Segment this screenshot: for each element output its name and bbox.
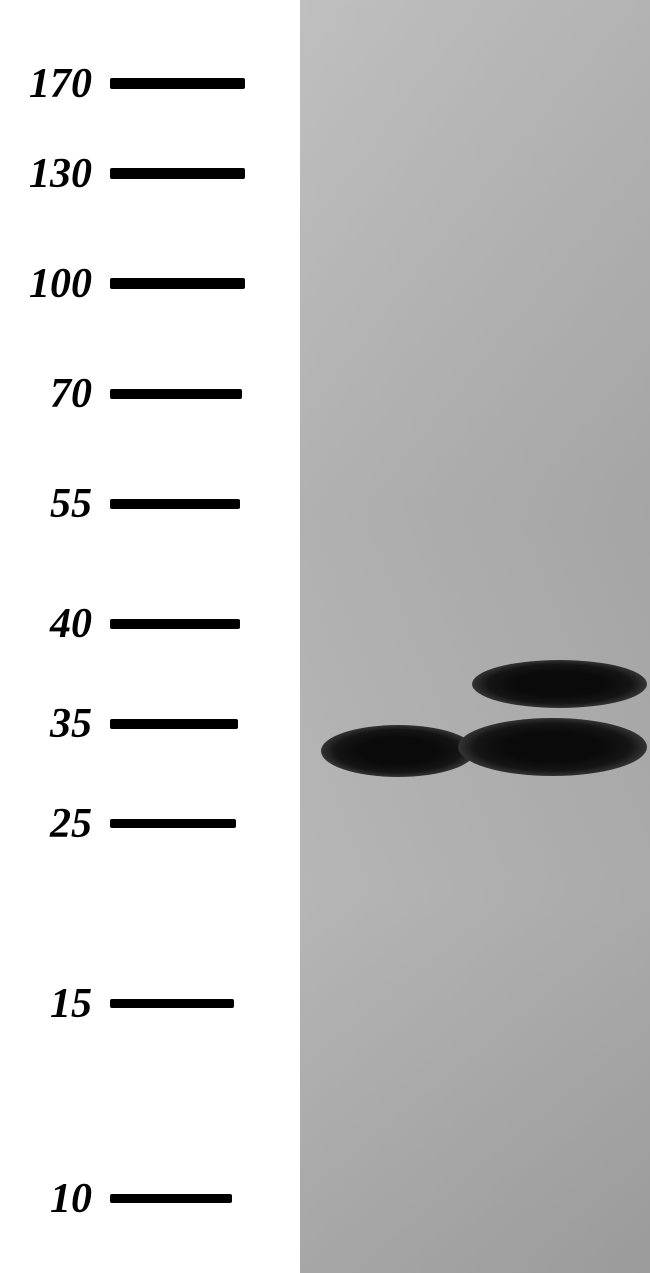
marker-label: 10	[0, 1175, 110, 1223]
marker-tick	[110, 1194, 232, 1203]
blot-membrane	[300, 0, 650, 1273]
marker-label: 100	[0, 260, 110, 308]
marker-row: 55	[0, 480, 300, 528]
marker-label: 15	[0, 980, 110, 1028]
protein-band	[321, 725, 475, 777]
protein-band	[472, 660, 647, 708]
marker-tick	[110, 619, 240, 629]
marker-label: 70	[0, 370, 110, 418]
marker-row: 70	[0, 370, 300, 418]
marker-tick	[110, 819, 236, 828]
marker-row: 170	[0, 60, 300, 108]
marker-row: 25	[0, 800, 300, 848]
marker-tick	[110, 389, 242, 399]
marker-row: 130	[0, 150, 300, 198]
marker-label: 40	[0, 600, 110, 648]
marker-row: 40	[0, 600, 300, 648]
marker-row: 15	[0, 980, 300, 1028]
western-blot-figure: 170 130 100 70 55 40 35 25 15 10	[0, 0, 650, 1273]
marker-label: 170	[0, 60, 110, 108]
marker-row: 100	[0, 260, 300, 308]
marker-tick	[110, 499, 240, 509]
marker-label: 130	[0, 150, 110, 198]
marker-tick	[110, 278, 245, 289]
marker-tick	[110, 719, 238, 729]
marker-label: 25	[0, 800, 110, 848]
marker-row: 10	[0, 1175, 300, 1223]
marker-row: 35	[0, 700, 300, 748]
protein-band	[458, 718, 647, 776]
marker-tick	[110, 168, 245, 179]
marker-tick	[110, 999, 234, 1008]
molecular-weight-ladder: 170 130 100 70 55 40 35 25 15 10	[0, 0, 300, 1273]
marker-tick	[110, 78, 245, 89]
marker-label: 55	[0, 480, 110, 528]
marker-label: 35	[0, 700, 110, 748]
blot-noise-overlay	[300, 0, 650, 1273]
